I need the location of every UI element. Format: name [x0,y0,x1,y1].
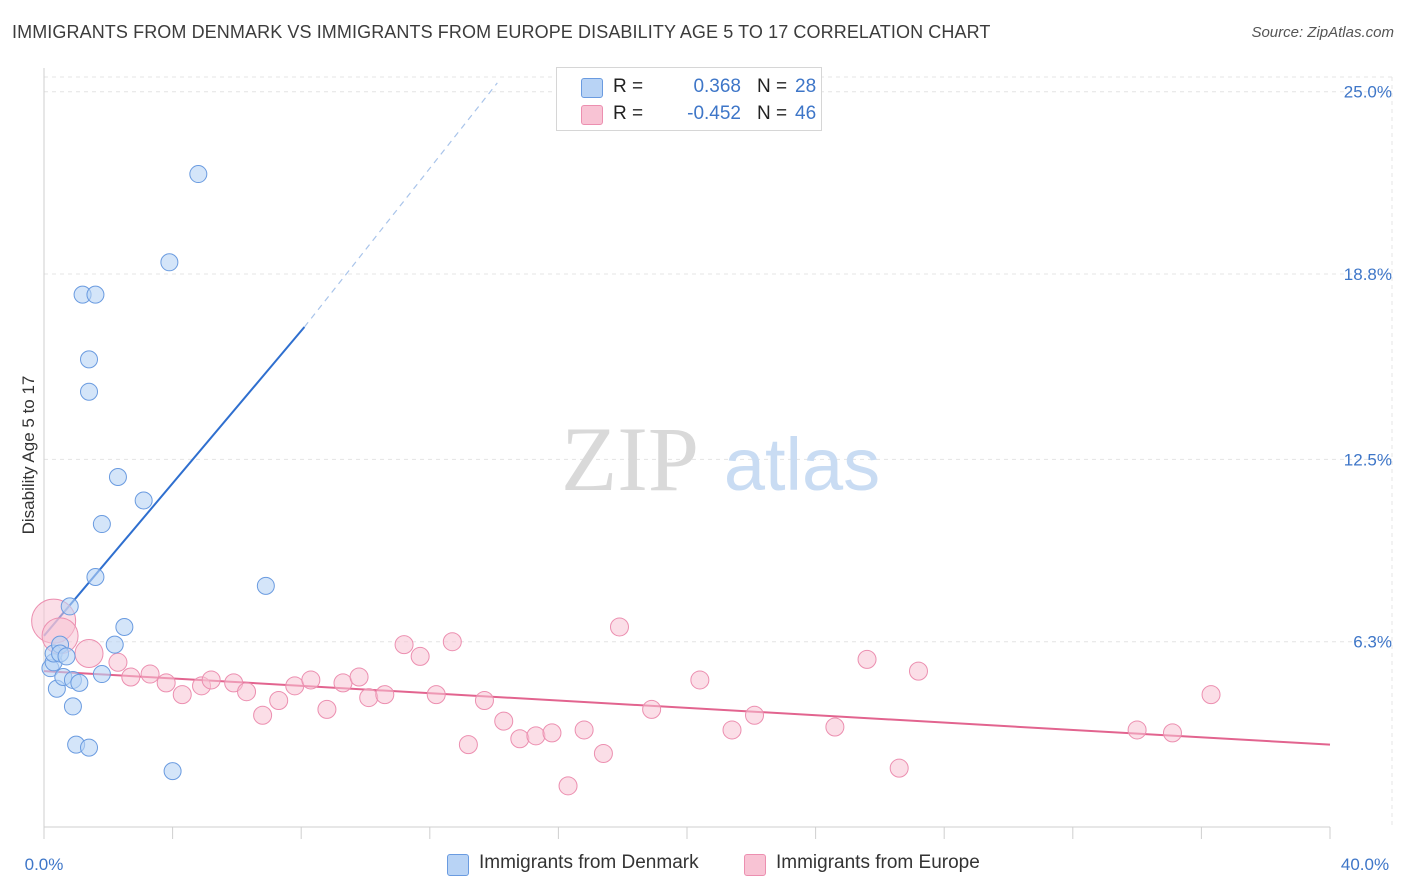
europe-point [1127,720,1147,740]
europe-point [140,664,160,684]
legend-swatch-europe [581,105,603,125]
x-tick-label-max: 40.0% [1341,855,1389,874]
europe-point [156,673,176,693]
legend-r-label: R = [613,103,644,124]
europe-point [317,699,337,719]
chart-title: IMMIGRANTS FROM DENMARK VS IMMIGRANTS FR… [12,22,991,42]
series-swatch-europe [744,854,766,876]
x-tick-label-min: 0.0% [25,855,64,874]
denmark-point [80,350,99,369]
denmark-point [80,382,99,401]
europe-point [494,711,514,731]
europe-point [426,685,446,705]
europe-point [108,652,128,672]
denmark-point [92,665,111,684]
denmark-point [63,697,82,716]
europe-point [474,691,494,711]
denmark-point [57,647,76,666]
denmark-point [80,738,99,757]
series-label-denmark: Immigrants from Denmark [479,852,699,873]
europe-point [237,682,257,702]
legend-r-label: R = [613,76,644,97]
europe-point [359,688,379,708]
series-swatch-denmark [447,854,469,876]
europe-point [542,723,562,743]
europe-point [558,776,578,796]
europe-point [74,638,104,668]
europe-point [690,670,710,690]
correlation-legend: R = 0.368 N = 28 R = -0.452 N = 46 [556,67,822,131]
source-label: Source: ZipAtlas.com [1251,24,1394,41]
europe-point [1201,685,1221,705]
europe-point [333,673,353,693]
europe-point [285,676,305,696]
europe-point [642,699,662,719]
europe-point [442,632,462,652]
europe-point [574,720,594,740]
series-label-europe: Immigrants from Europe [776,852,980,873]
y-tick-label: 18.8% [1344,265,1392,284]
watermark-zip: ZIP [561,408,699,510]
y-axis-label: Disability Age 5 to 17 [19,376,38,535]
europe-point [889,758,909,778]
legend-swatch-denmark [581,78,603,98]
watermark: ZIP atlas [561,408,880,510]
denmark-trend-line [43,326,306,637]
europe-point [908,661,928,681]
denmark-point [92,515,111,534]
data-points [31,165,1221,796]
y-tick-label: 6.3% [1353,633,1392,652]
y-tick-label: 12.5% [1344,450,1392,469]
europe-point [375,685,395,705]
europe-point [745,705,765,725]
denmark-point [86,568,105,586]
europe-point [1162,723,1182,743]
europe-point [410,646,430,666]
europe-point [526,726,546,746]
europe-trend-line [43,670,1331,746]
europe-point [593,743,613,763]
denmark-point [189,165,208,184]
europe-point [121,667,141,687]
legend-r-value-denmark: 0.368 [693,76,741,97]
denmark-point [256,576,275,595]
denmark-point [105,635,124,654]
legend-n-value-europe: 46 [795,103,817,124]
legend-n-label: N = [757,76,788,97]
europe-point [394,635,414,655]
europe-point [269,691,289,711]
grid-lines [44,76,1393,827]
europe-point [201,670,221,690]
europe-point [458,735,478,755]
denmark-point [134,491,153,510]
denmark-point [70,673,89,692]
legend-n-value-denmark: 28 [795,76,817,97]
denmark-point [160,253,179,272]
europe-point [301,670,321,690]
europe-point [609,617,629,637]
europe-point [857,649,877,669]
axes [43,68,1331,839]
europe-point [510,729,530,749]
denmark-point [115,618,134,636]
europe-point [172,685,192,705]
denmark-point [60,597,79,616]
denmark-trend-extension [303,82,498,328]
europe-point [253,705,273,725]
tick-labels: 6.3% 12.5% 18.8% 25.0% 0.0% 40.0% [25,83,1392,874]
denmark-point [108,468,127,486]
trend-lines [43,82,1331,746]
watermark-atlas: atlas [724,423,880,506]
europe-point [349,667,369,687]
denmark-point [163,762,182,781]
legend-n-label: N = [757,103,788,124]
legend-r-value-europe: -0.452 [687,103,741,124]
denmark-point [86,285,105,304]
y-tick-label: 25.0% [1344,83,1392,102]
europe-point [825,717,845,737]
europe-point [722,720,742,740]
